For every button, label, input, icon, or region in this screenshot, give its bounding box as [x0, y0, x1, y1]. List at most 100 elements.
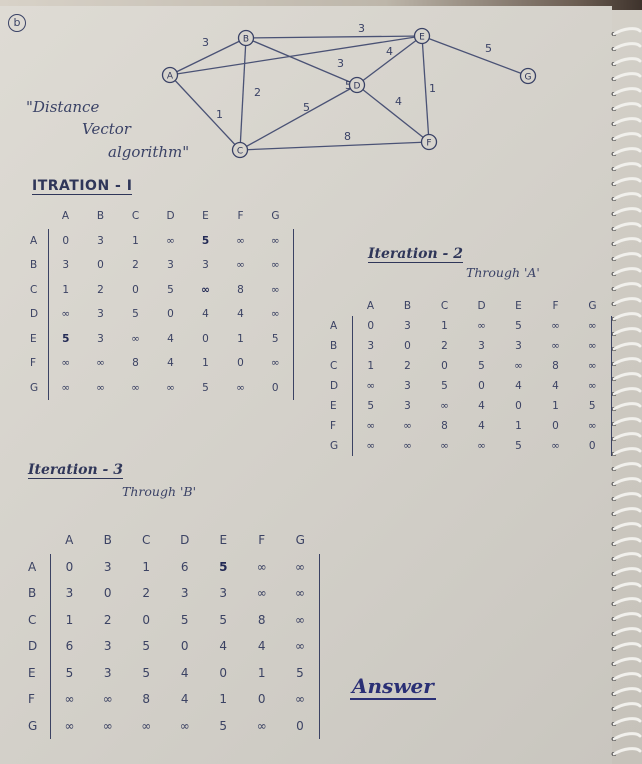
matrix-cell: 3	[404, 400, 411, 412]
row-label: D	[28, 639, 38, 654]
matrix-cell: ∞	[166, 381, 175, 394]
matrix-cell: ∞	[236, 234, 245, 247]
matrix-cell: 0	[202, 332, 209, 345]
column-header: G	[588, 300, 597, 312]
matrix-cell: 3	[219, 586, 228, 601]
row-label: E	[28, 665, 36, 680]
matrix-cell: 1	[49, 606, 89, 633]
matrix-cell: 1	[202, 357, 209, 370]
edge-weight: 1	[429, 82, 436, 95]
edge-weight: 8	[344, 130, 351, 143]
matrix-cell: 4	[515, 380, 522, 392]
matrix-cell: 1	[219, 692, 228, 707]
column-header: E	[515, 300, 522, 312]
matrix-cell: ∞	[201, 283, 210, 296]
matrix-cell: 5	[351, 396, 389, 416]
table-row: B 3 0 2 3 3 ∞ ∞	[30, 253, 294, 278]
graph-node-g	[519, 67, 537, 85]
matrix-cell: 0	[97, 259, 104, 272]
matrix-cell: 0	[257, 692, 266, 707]
matrix-cell: 1	[552, 400, 559, 412]
table-row: G ∞ ∞ ∞ ∞ 5 ∞ 0	[30, 375, 294, 400]
matrix-cell: ∞	[574, 356, 612, 376]
matrix-cell: 1	[351, 356, 389, 376]
row-label: D	[30, 308, 39, 321]
edge-E-F	[421, 35, 430, 143]
matrix-cell: ∞	[256, 559, 267, 574]
matrix-cell: ∞	[49, 686, 89, 713]
edge-A-C	[169, 74, 241, 151]
matrix-cell: 4	[202, 308, 209, 321]
matrix-cell: ∞	[440, 400, 449, 412]
spiral-ring	[612, 477, 642, 486]
graph-node-c	[231, 141, 249, 159]
spiral-ring	[612, 267, 642, 276]
matrix-cell: ∞	[236, 259, 245, 272]
matrix-cell: 3	[180, 586, 189, 601]
matrix-cell: ∞	[351, 376, 389, 396]
column-header: C	[131, 210, 140, 223]
matrix-cell: ∞	[514, 360, 523, 372]
edge-A-E	[169, 35, 423, 76]
edge-weight: 3	[358, 22, 365, 35]
spiral-ring	[612, 117, 642, 126]
corner-cell	[28, 527, 50, 554]
matrix-cell: 3	[515, 340, 522, 352]
graph-node-label: C	[237, 147, 243, 157]
matrix-cell: 8	[441, 420, 448, 432]
matrix-cell: ∞	[281, 580, 320, 607]
spiral-ring	[612, 537, 642, 546]
background-surface	[0, 0, 642, 10]
matrix-cell: 3	[97, 234, 104, 247]
spiral-ring	[612, 87, 642, 96]
matrix-cell: 3	[478, 340, 485, 352]
matrix-cell: 1	[47, 277, 83, 302]
matrix-cell: 1	[441, 320, 448, 332]
spiral-ring	[612, 702, 642, 711]
table-row: B 3 0 2 3 3 ∞ ∞	[28, 580, 320, 607]
column-header: A	[65, 533, 74, 548]
spiral-ring	[612, 552, 642, 561]
table-row: D 6 3 5 0 4 4 ∞	[28, 633, 320, 660]
side-title-line-2: Vector	[82, 120, 131, 138]
row-label: E	[30, 332, 37, 345]
row-label: F	[30, 357, 37, 370]
column-header: F	[258, 533, 266, 548]
problem-number-badge: b	[8, 14, 26, 32]
table-row: G ∞ ∞ ∞ ∞ 5 ∞ 0	[330, 436, 612, 456]
matrix-cell: 5	[49, 659, 89, 686]
table-row: F ∞ ∞ 8 4 1 0 ∞	[30, 351, 294, 376]
corner-cell	[330, 296, 352, 316]
table-row: C 1 2 0 5 ∞ 8 ∞	[330, 356, 612, 376]
matrix-cell: 0	[49, 553, 89, 580]
spiral-ring	[612, 162, 642, 171]
matrix-cell: 3	[167, 259, 174, 272]
corner-cell	[30, 204, 48, 229]
spiral-ring	[612, 132, 642, 141]
row-label: F	[28, 692, 35, 707]
spiral-ring	[612, 432, 642, 441]
matrix-cell: 0	[132, 283, 139, 296]
matrix-cell: 3	[97, 332, 104, 345]
matrix-cell: 2	[404, 360, 411, 372]
table-row: D ∞ 3 5 0 4 4 ∞	[30, 302, 294, 327]
matrix-cell: 2	[97, 283, 104, 296]
matrix-cell: ∞	[440, 440, 449, 452]
matrix-cell: 1	[515, 420, 522, 432]
row-label: D	[330, 380, 339, 392]
spiral-ring	[612, 222, 642, 231]
iteration3-subheading: Through 'B'	[122, 484, 197, 499]
iteration2-subheading: Through 'A'	[466, 265, 540, 280]
matrix-cell: 0	[515, 400, 522, 412]
spiral-ring	[612, 42, 642, 51]
matrix-cell: ∞	[131, 381, 140, 394]
spiral-ring	[612, 447, 642, 456]
matrix-cell: ∞	[96, 381, 105, 394]
matrix-cell: 2	[142, 586, 151, 601]
matrix-cell: 4	[478, 400, 485, 412]
matrix-cell: ∞	[351, 416, 389, 436]
spiral-ring	[612, 672, 642, 681]
matrix-cell: 5	[219, 612, 228, 627]
matrix-cell: ∞	[258, 253, 294, 278]
